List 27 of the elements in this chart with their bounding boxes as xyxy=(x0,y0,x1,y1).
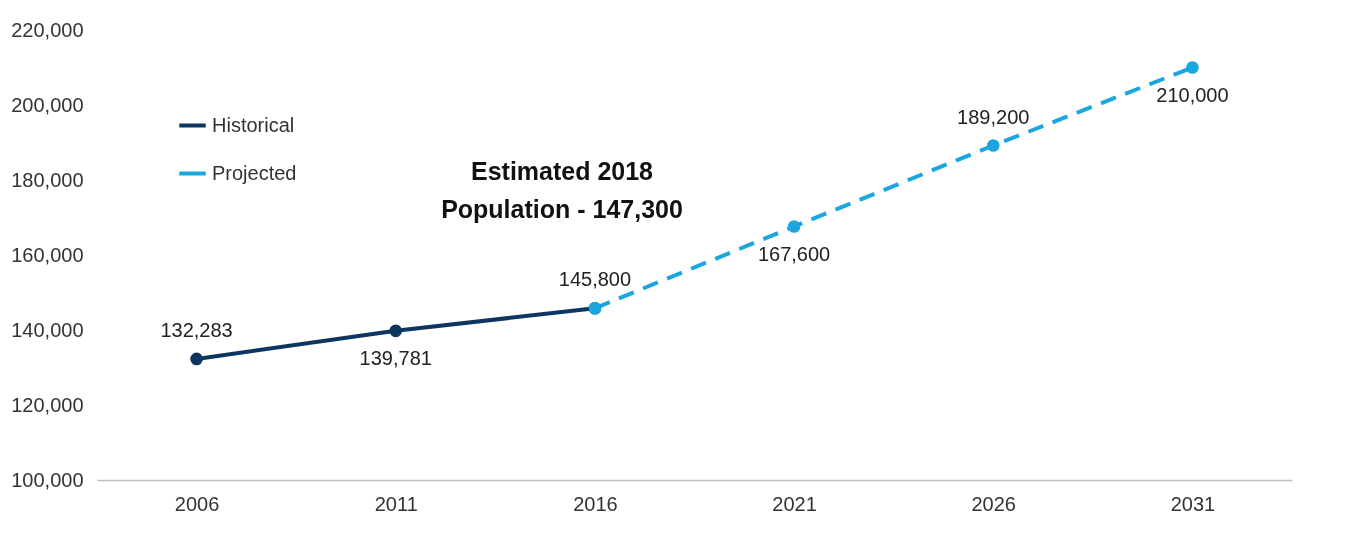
data-label: 132,283 xyxy=(160,318,233,341)
x-tick-label: 2026 xyxy=(971,492,1016,515)
x-tick-label: 2006 xyxy=(174,492,220,515)
data-label: 210,000 xyxy=(1156,83,1229,106)
y-tick-label: 180,000 xyxy=(11,168,84,191)
y-tick-label: 100,000 xyxy=(11,468,84,491)
x-tick-label: 2011 xyxy=(374,492,418,515)
y-tick-label: 120,000 xyxy=(11,393,84,416)
y-tick-label: 220,000 xyxy=(11,18,84,41)
annotation: Estimated 2018 Population - 147,300 xyxy=(441,157,683,223)
data-label: 139,781 xyxy=(359,346,432,369)
legend-label: Projected xyxy=(212,161,297,184)
x-tick-label: 2021 xyxy=(772,492,817,515)
point xyxy=(190,352,203,366)
point xyxy=(1186,61,1199,74)
point xyxy=(389,324,403,338)
x-tick-label: 2031 xyxy=(1170,492,1216,515)
data-label: 145,800 xyxy=(558,268,632,291)
y-tick-label: 200,000 xyxy=(11,93,84,116)
data-label: 167,600 xyxy=(757,242,831,265)
point xyxy=(986,139,1000,152)
legend-label: Historical xyxy=(212,113,295,136)
data-label: 189,200 xyxy=(957,105,1030,128)
y-tick-label: 140,000 xyxy=(11,318,84,341)
point xyxy=(787,220,801,233)
x-tick-label: 2016 xyxy=(573,492,618,515)
y-tick-label: 160,000 xyxy=(11,243,84,266)
